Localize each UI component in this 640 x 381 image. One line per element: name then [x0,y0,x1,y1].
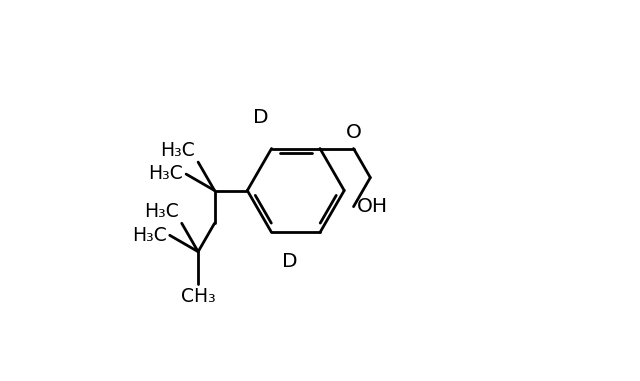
Text: O: O [346,123,362,142]
Text: D: D [253,108,269,127]
Text: H₃C: H₃C [148,164,183,183]
Text: CH₃: CH₃ [180,288,216,306]
Text: D: D [282,252,298,271]
Text: OH: OH [357,197,388,216]
Text: H₃C: H₃C [132,226,167,245]
Text: H₃C: H₃C [144,202,179,221]
Text: H₃C: H₃C [161,141,195,160]
